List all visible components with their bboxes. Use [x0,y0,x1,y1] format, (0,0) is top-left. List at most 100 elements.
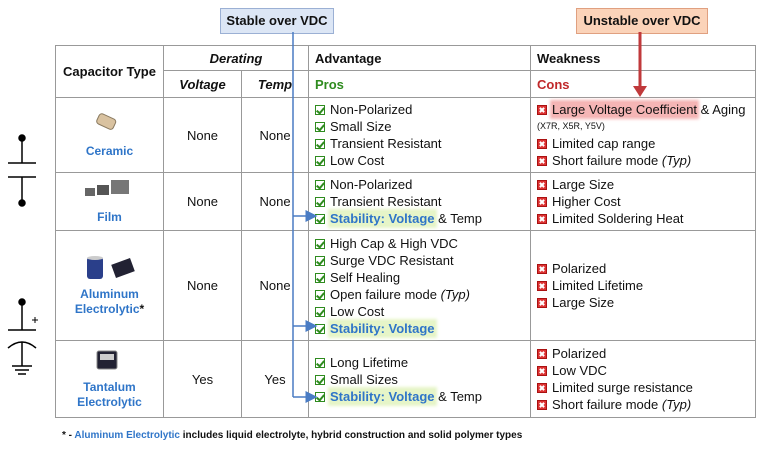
footnote-text: includes liquid electrolyte, hybrid cons… [182,430,523,441]
pro-item: Open failure mode (Typ) [315,286,524,303]
item-text: Large Size [552,295,615,310]
item-text: Small Size [330,119,392,134]
type-name: Tantalum Electrolytic [62,380,157,410]
item-text: Short failure mode [552,397,659,412]
item-text: Limited cap range [552,136,656,151]
header-cell: Capacitor Type [55,45,164,98]
item-text: Open failure mode [330,286,437,302]
cross-icon [537,139,548,149]
check-icon [315,105,326,115]
item-note: (Typ) [440,286,470,302]
con-item: Polarized [537,260,749,277]
component-icon [84,180,129,196]
stable-callout: Stable over VDC [220,8,334,34]
type-name: Ceramic [62,144,157,159]
ceramic-symbol [8,134,36,207]
item-text: Short failure mode [552,153,659,168]
pro-item: Long Lifetime [315,354,524,371]
cross-icon [537,400,548,410]
item-text: Limited surge resistance [552,380,693,395]
cross-icon [537,105,548,115]
pros-cell: High Cap & High VDC Surge VDC Resistant Se… [308,230,532,341]
header-cell: Temp [240,70,310,98]
component-icon [95,112,116,130]
component-icon [96,350,117,370]
con-item: Low VDC [537,362,749,379]
pro-item: Low Cost [315,303,524,320]
type-label: Ceramic [85,143,134,158]
item-text: Polarized [552,261,607,276]
header-cell: Derating [162,45,310,71]
check-icon [315,374,326,385]
check-icon [315,357,326,368]
check-icon [315,255,326,266]
type-marker: * [139,301,145,316]
type-name: Aluminum Electrolytic* [62,287,157,317]
check-icon [315,238,326,249]
footnote: * - Aluminum Electrolytic includes liqui… [62,430,522,441]
type-label: Tantalum Electrolytic [77,380,142,409]
item-text: Polarized [552,346,607,361]
type-label: Aluminum Electrolytic [74,286,140,316]
table-row: Aluminum Electrolytic* None None High Cap &… [55,230,757,341]
cons-cell: Large Size Higher Cost Limited Soldering H… [530,172,757,231]
unstable-callout: Unstable over VDC [576,8,708,34]
item-text: Small Sizes [330,371,398,387]
item-text: Surge VDC Resistant [330,252,454,268]
item-text: Non-Polarized [330,177,413,192]
highlight-text: Large Voltage Coefficient [552,102,698,117]
pro-item: Low Cost [315,152,524,169]
check-icon [315,289,326,300]
cross-icon [537,264,548,274]
table-row: Tantalum Electrolytic Yes Yes Long Lifetime… [55,340,757,418]
type-name: Film [62,210,157,225]
pros-cell: Non-Polarized Transient Resistant Stabilit… [308,172,532,231]
comparison-table: Capacitor Type Derating Advantage Weakne… [55,45,757,418]
cons-cell: Polarized Limited Lifetime Large Size [530,230,757,341]
cross-icon [537,349,548,359]
highlight-text: Stability: Voltage [330,320,435,336]
pro-item: High Cap & High VDC [315,235,524,252]
cross-icon [537,156,548,166]
header-cell: Pros [308,70,532,98]
voltage-cell: None [163,172,242,231]
con-item: Short failure mode (Typ) [537,152,749,169]
check-icon [315,156,326,166]
item-text: Low Cost [330,303,385,319]
type-label: Film [97,210,122,224]
item-text: Large Size [552,177,615,192]
cross-icon [537,281,548,291]
header-cell: Voltage [163,70,242,98]
type-cell: Film [55,172,164,231]
check-icon [315,272,326,283]
cross-icon [537,180,548,190]
voltage-cell: Yes [163,340,242,418]
voltage-cell: None [163,230,242,341]
temp-cell: None [240,172,310,231]
header-cell: Cons [530,70,757,98]
header-row: Voltage Temp Pros Cons [56,70,757,98]
item-text: Self Healing [330,269,401,285]
pro-item: Non-Polarized [315,101,524,118]
temp-cell: Yes [240,340,310,418]
con-item: Large Voltage Coefficient & Aging [537,101,749,118]
item-text: Non-Polarized [330,102,413,117]
check-icon [315,180,326,190]
pro-item: Surge VDC Resistant [315,252,524,269]
table-row: Ceramic None None Non-Polarized Small Size Tr… [55,97,757,173]
cross-icon [537,383,548,393]
item-note: (Typ) [661,153,692,168]
check-icon [315,122,326,132]
check-icon [315,306,326,317]
item-text: & Temp [438,388,482,404]
type-cell: Aluminum Electrolytic* [55,230,164,341]
item-sub: (X7R, X5R, Y5V) [537,118,749,135]
type-cell: Ceramic [55,97,164,173]
table-body: Capacitor Type Derating Advantage Weakne… [55,45,757,418]
con-item: Limited Lifetime [537,277,749,294]
cons-cell: Polarized Low VDC Limited surge resistance… [530,340,757,418]
check-icon [315,323,326,334]
con-item: Large Size [537,294,749,311]
table-row: Film None None Non-Polarized Transient Resis… [55,172,757,231]
check-icon [315,214,326,224]
